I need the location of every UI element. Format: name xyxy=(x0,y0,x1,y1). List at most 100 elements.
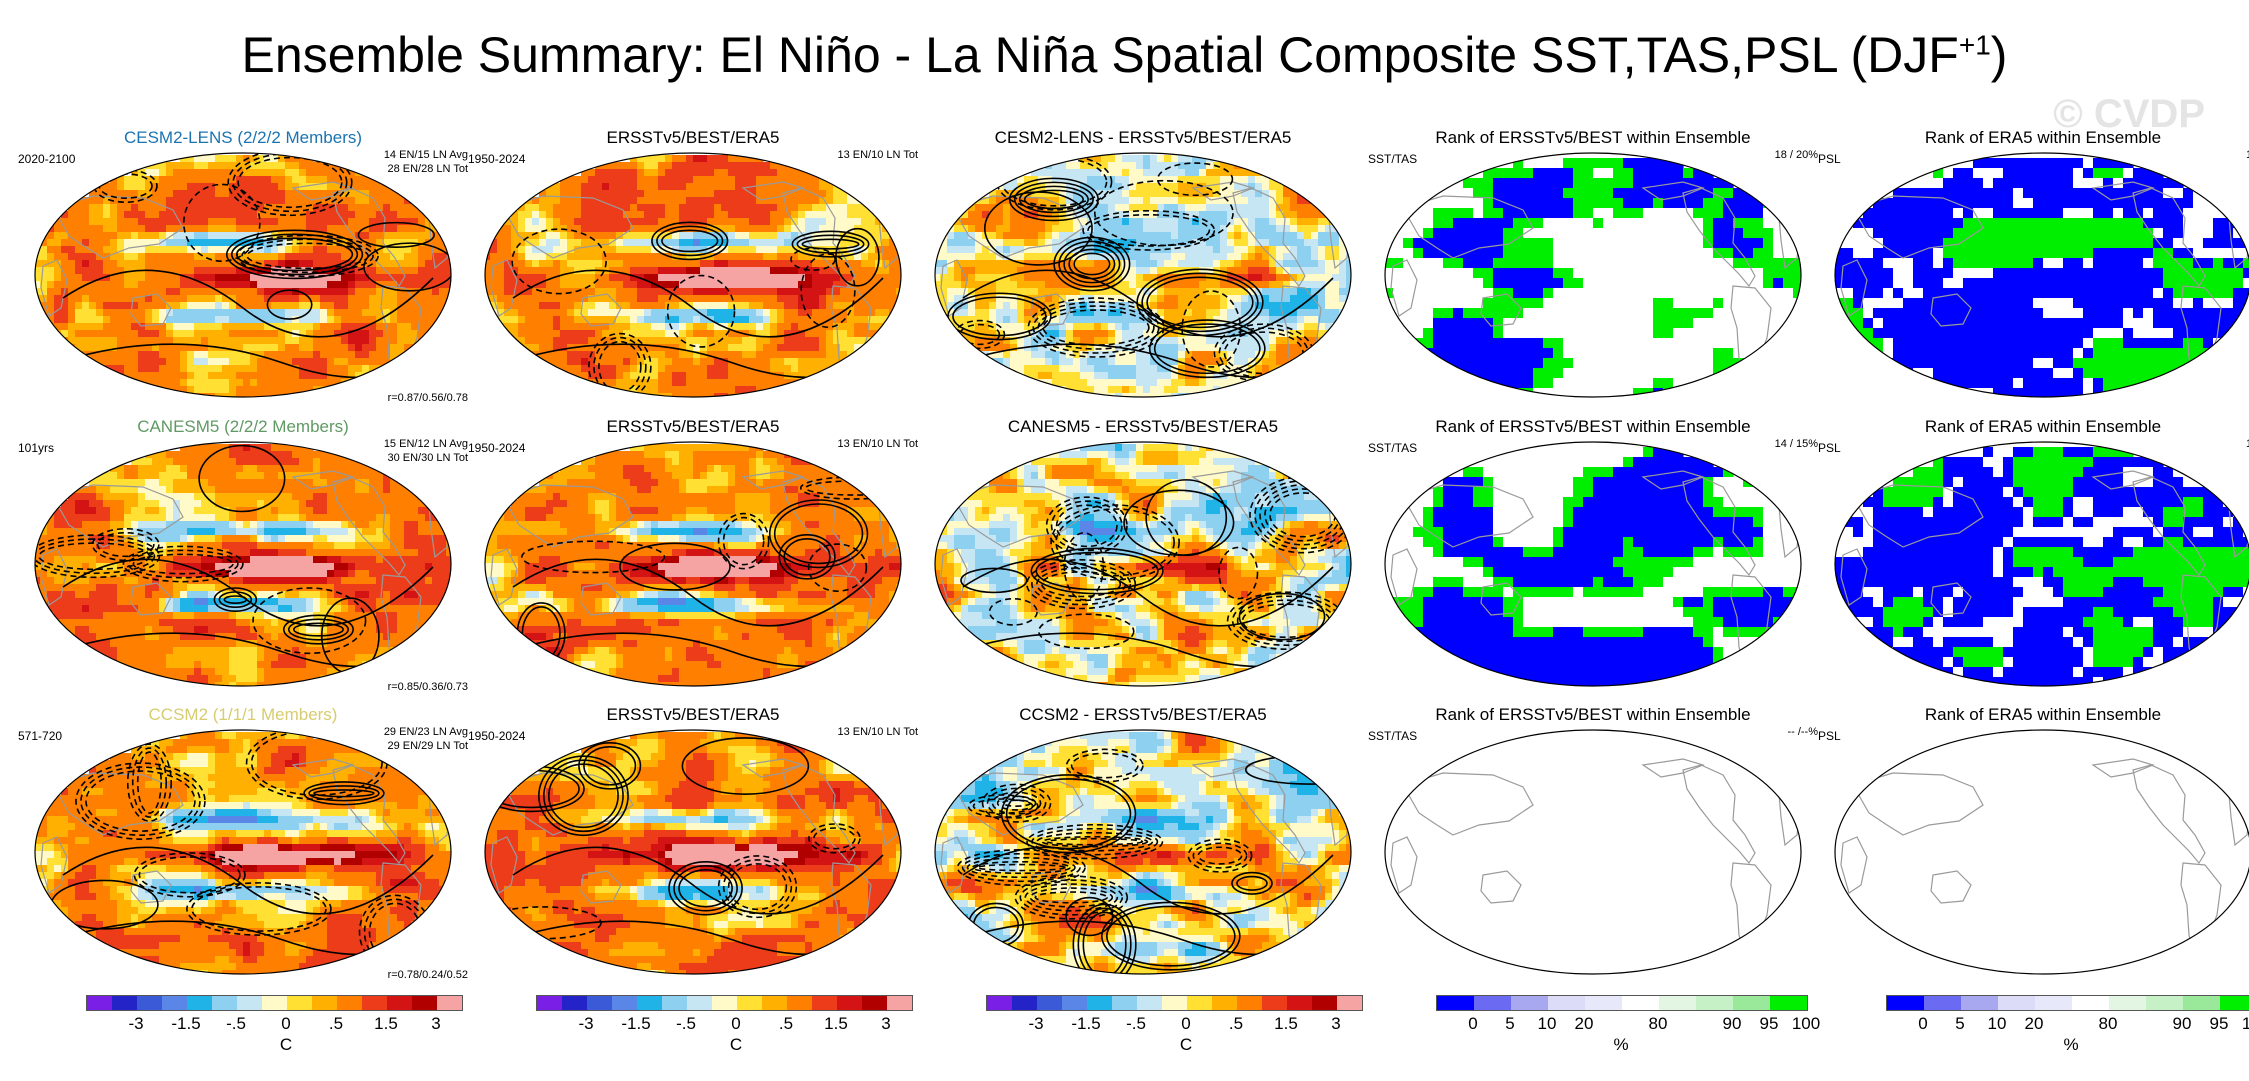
grid-cell xyxy=(940,253,948,261)
grid-cell xyxy=(236,372,244,380)
grid-cell xyxy=(770,358,778,366)
grid-cell xyxy=(390,211,398,219)
grid-cell xyxy=(616,253,624,261)
grid-cell xyxy=(1332,246,1340,254)
grid-cell xyxy=(1290,309,1298,317)
grid-cell xyxy=(341,358,349,366)
grid-cell xyxy=(411,295,419,303)
grid-cell xyxy=(327,239,335,247)
grid-cell xyxy=(875,302,883,310)
grid-cell xyxy=(75,309,83,317)
grid-cell xyxy=(728,225,736,233)
grid-cell xyxy=(616,281,624,289)
grid-cell xyxy=(567,260,575,268)
grid-cell xyxy=(756,358,764,366)
grid-cell xyxy=(567,218,575,226)
grid-cell xyxy=(292,344,300,352)
grid-cell xyxy=(812,246,820,254)
grid-cell xyxy=(1234,344,1242,352)
grid-cell xyxy=(271,204,279,212)
grid-cell xyxy=(567,190,575,198)
grid-cell xyxy=(1227,183,1235,191)
grid-cell xyxy=(1318,344,1326,352)
grid-cell xyxy=(411,253,419,261)
grid-cell xyxy=(1010,225,1018,233)
grid-cell xyxy=(1094,225,1102,233)
grid-cell xyxy=(602,183,610,191)
grid-cell xyxy=(229,155,237,163)
grid-cell xyxy=(630,218,638,226)
grid-cell xyxy=(187,302,195,310)
grid-cell xyxy=(1101,155,1109,163)
panel-title: CESM2-LENS (2/2/2 Members) xyxy=(123,128,363,147)
grid-cell xyxy=(574,176,582,184)
grid-cell xyxy=(975,337,983,345)
grid-cell xyxy=(588,218,596,226)
grid-cell xyxy=(432,281,440,289)
grid-cell xyxy=(145,386,153,394)
grid-cell xyxy=(369,295,377,303)
grid-cell xyxy=(383,365,391,373)
grid-cell xyxy=(1178,211,1186,219)
grid-cell xyxy=(1136,239,1144,247)
grid-cell xyxy=(644,323,652,331)
grid-cell xyxy=(103,281,111,289)
grid-cell xyxy=(623,309,631,317)
grid-cell xyxy=(588,309,596,317)
grid-cell xyxy=(700,267,708,275)
grid-cell xyxy=(637,372,645,380)
grid-cell xyxy=(89,204,97,212)
grid-cell xyxy=(355,309,363,317)
grid-cell xyxy=(989,274,997,282)
grid-cell xyxy=(637,337,645,345)
grid-cell xyxy=(1017,218,1025,226)
grid-cell xyxy=(271,260,279,268)
grid-cell xyxy=(770,295,778,303)
grid-cell xyxy=(630,295,638,303)
grid-cell xyxy=(714,211,722,219)
grid-cell xyxy=(602,218,610,226)
grid-cell xyxy=(595,386,603,394)
grid-cell xyxy=(348,169,356,177)
grid-cell xyxy=(173,267,181,275)
grid-cell xyxy=(763,295,771,303)
grid-cell xyxy=(1066,344,1074,352)
grid-cell xyxy=(103,225,111,233)
grid-cell xyxy=(35,281,41,289)
grid-cell xyxy=(630,253,638,261)
grid-cell xyxy=(159,288,167,296)
grid-cell xyxy=(1276,260,1284,268)
grid-cell xyxy=(1206,302,1214,310)
grid-cell xyxy=(1017,232,1025,240)
grid-cell xyxy=(390,365,398,373)
grid-cell xyxy=(546,337,554,345)
grid-cell xyxy=(1234,295,1242,303)
grid-cell xyxy=(777,232,785,240)
grid-cell xyxy=(812,218,820,226)
grid-cell xyxy=(1094,253,1102,261)
grid-cell xyxy=(637,183,645,191)
grid-cell xyxy=(511,330,519,338)
grid-cell xyxy=(1178,162,1186,170)
grid-cell xyxy=(208,155,216,163)
grid-cell xyxy=(791,246,799,254)
grid-cell xyxy=(229,323,237,331)
grid-cell xyxy=(574,204,582,212)
grid-cell xyxy=(285,197,293,205)
grid-cell xyxy=(250,358,258,366)
grid-cell xyxy=(187,330,195,338)
negative-psl-contour xyxy=(598,340,642,393)
grid-cell xyxy=(1017,309,1025,317)
grid-cell xyxy=(996,337,1004,345)
grid-cell xyxy=(264,155,272,163)
grid-cell xyxy=(229,295,237,303)
grid-cell xyxy=(103,323,111,331)
grid-cell xyxy=(1115,190,1123,198)
grid-cell xyxy=(616,372,624,380)
land-outline xyxy=(332,187,406,288)
grid-cell xyxy=(1213,281,1221,289)
grid-cell xyxy=(1304,260,1312,268)
grid-cell xyxy=(1157,309,1165,317)
grid-cell xyxy=(327,274,335,282)
grid-cell xyxy=(679,260,687,268)
